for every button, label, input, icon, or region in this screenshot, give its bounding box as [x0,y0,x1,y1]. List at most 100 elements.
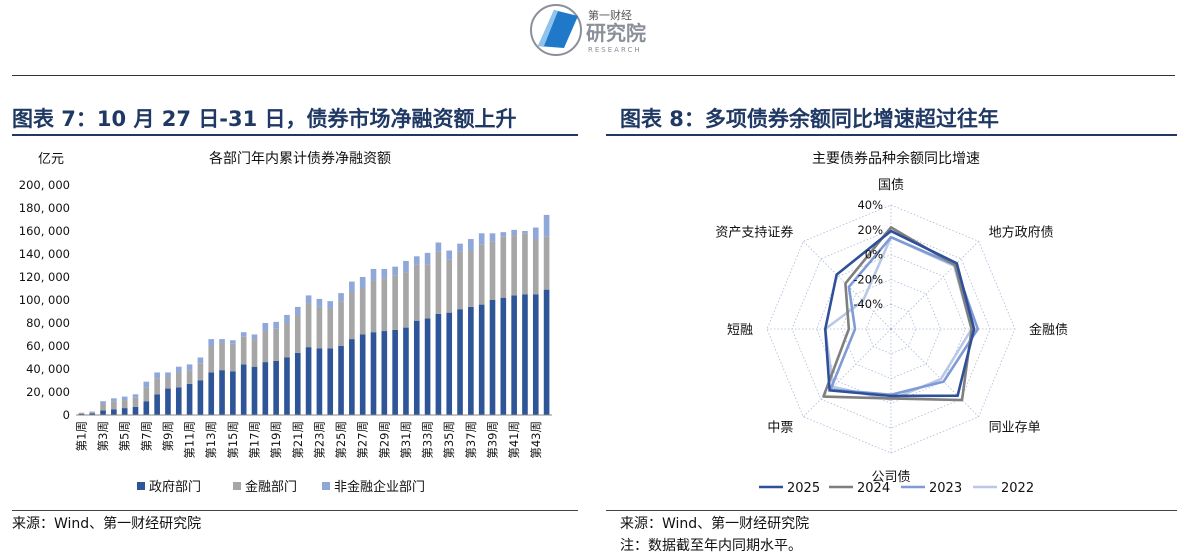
bar-y-tick-label: 80, 000 [26,316,70,330]
bar-segment [316,306,323,349]
bar-x-tick-label: 第29周 [377,421,391,459]
radar-category-label: 同业存单 [989,421,1041,436]
bar-segment [305,303,312,348]
bar-segment [403,327,409,415]
bar-segment [543,236,550,290]
bar-segment [273,328,279,361]
bar-segment [522,233,528,295]
bar-segment [111,409,117,415]
bar-segment [219,342,225,371]
legend-label: 非金融企业部门 [334,479,425,495]
right-section-title: 图表 8：多项债券余额同比增速超过往年 [620,107,999,131]
bar-segment [284,314,290,323]
bar-segment [316,298,323,307]
bar-segment [413,264,420,321]
bar-segment [175,387,182,415]
bar-segment [435,251,442,314]
bar-segment [165,372,171,378]
bar-segment [327,348,334,415]
radar-legend: 2025 2024 2023 2022 [759,481,1034,496]
bar-segment [435,313,442,415]
radar-tick-label: 40% [857,198,883,212]
bar-segment [305,295,312,304]
bar-segment [208,372,215,415]
bar-segment [121,396,128,401]
legend-label: 2024 [857,481,890,496]
bar-segment [316,348,323,415]
bar-segment [154,394,160,415]
bar-segment [240,332,247,337]
radar-tick-label: 20% [857,223,883,237]
radar-spoke [803,328,892,417]
bar-segment [78,413,85,415]
bar-x-ticks: 第1周 第3周 第5周 第7周 第9周 第11周 第13周 第15周 第17周 第19周 第21周第… [74,421,542,459]
bar-segment [143,401,150,415]
radar-grid-ring [865,303,917,355]
bar-segment [543,289,550,415]
bar-segment [522,294,528,415]
bar-segment [468,306,474,415]
right-note-text: 注：数据截至年内同期水平。 [620,538,802,554]
bar-chart-title: 各部门年内累计债券净融资额 [209,151,391,167]
legend-swatch [137,482,145,490]
radar-series-line [823,229,976,398]
bar-y-tick-label: 60, 000 [26,339,70,353]
left-source-divider [12,510,578,511]
bar-series [78,214,550,415]
bar-segment [186,383,193,415]
bar-segment [446,259,453,313]
bar-segment [338,293,344,302]
bar-segment [468,239,474,251]
bar-segment [511,295,517,415]
bar-segment [489,241,496,300]
bar-x-tick-label: 第7周 [139,421,153,451]
bar-segment [121,400,128,409]
bar-x-tick-label: 第27周 [356,421,370,459]
bar-segment [111,401,117,410]
bar-segment [338,346,344,415]
left-title-underline [12,134,578,136]
bar-y-tick-label: 160, 000 [19,224,70,238]
bar-segment [543,214,550,237]
radar-category-label: 中票 [767,421,793,436]
bar-segment [338,301,344,346]
bar-segment [489,233,496,242]
bar-x-tick-label: 第23周 [312,421,326,459]
right-source-divider [606,510,1177,511]
bar-x-tick-label: 第39周 [486,421,500,459]
bar-segment [100,410,106,415]
radar-category-label: 国债 [878,178,904,193]
radar-series-line [822,226,973,402]
bar-segment [273,321,279,329]
bar-segment [240,336,247,365]
bar-segment [424,264,431,319]
bar-segment [89,413,96,415]
legend-swatch [233,482,241,490]
bar-segment [359,334,366,415]
radar-category-label: 地方政府债 [989,224,1054,240]
bar-segment [89,412,96,414]
bar-segment [327,308,334,349]
bar-y-tick-label: 0 [63,408,70,422]
bar-segment [175,366,182,373]
bar-y-tick-label: 100, 000 [19,293,70,307]
bar-segment [240,364,247,415]
bar-ylabel: 亿元 [38,152,64,167]
bar-segment [230,371,236,415]
bar-segment [262,323,269,332]
bar-segment [208,346,215,373]
bar-x-tick-label: 第13周 [204,421,218,459]
radar-category-label: 短融 [727,323,753,338]
bar-segment [424,318,431,415]
bar-y-tick-label: 200, 000 [19,178,70,192]
bar-segment [489,300,496,415]
right-source-text: 来源：Wind、第一财经研究院 [620,516,810,532]
bar-x-tick-label: 第3周 [96,421,110,451]
radar-category-label: 金融债 [1029,322,1068,338]
radar-category-label: 资产支持证券 [715,224,793,240]
logo-mark: 第一财经 研究院 RESEARCH [530,4,646,56]
logo-main-text: 研究院 [586,21,646,45]
bar-segment [511,235,517,296]
legend-label: 2025 [787,481,820,496]
